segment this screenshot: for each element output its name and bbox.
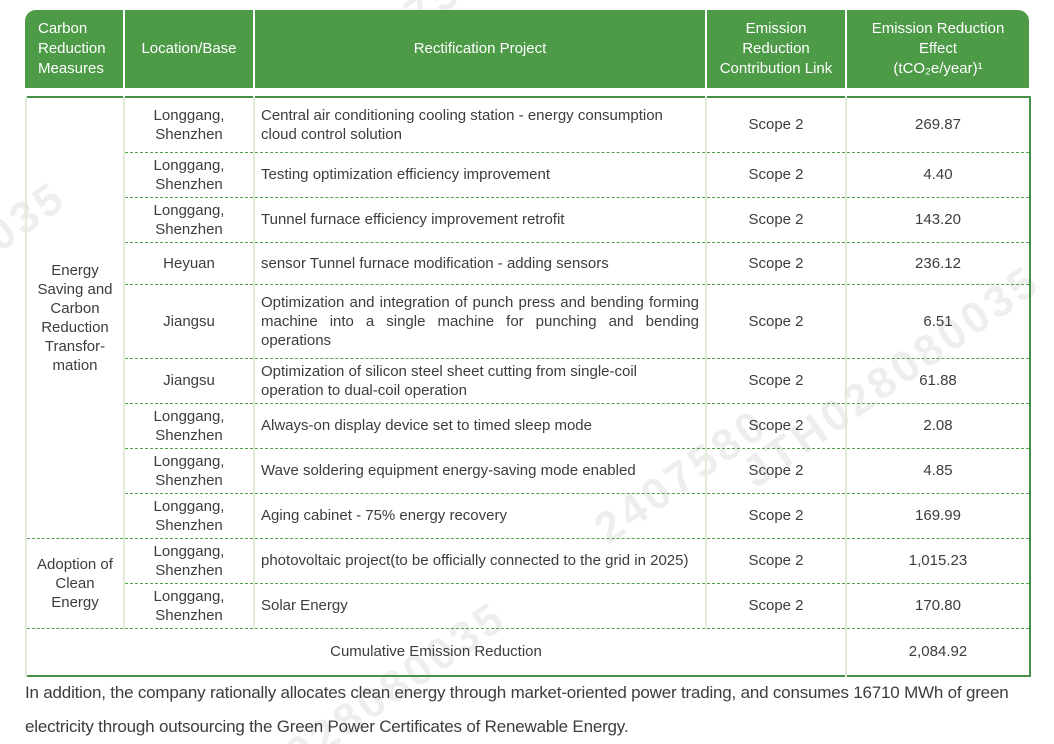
- emission-reduction-table: Energy Saving and Carbon Reduction Trans…: [25, 96, 1031, 677]
- scope-cell: Scope 2: [705, 196, 846, 242]
- project-cell: Testing optimization efficiency improvem…: [253, 151, 706, 197]
- location-cell: Longgang, Shenzhen: [123, 402, 254, 448]
- location-cell: Longgang, Shenzhen: [123, 151, 254, 197]
- header-line: Contribution Link: [719, 60, 833, 77]
- header-line: Carbon: [38, 20, 88, 37]
- value-cell: 2.08: [845, 402, 1030, 448]
- table-header-row: Carbon Reduction Measures Location/Base …: [25, 10, 1029, 88]
- scope-cell: Scope 2: [705, 241, 846, 284]
- column-header-project: Rectification Project: [253, 10, 705, 88]
- project-cell: Central air conditioning cooling station…: [253, 97, 706, 152]
- scope-cell: Scope 2: [705, 97, 846, 152]
- column-header-contribution: Emission Reduction Contribution Link: [705, 10, 845, 88]
- measure-cell: Energy Saving and Carbon Reduction Trans…: [25, 97, 124, 538]
- location-cell: Heyuan: [123, 241, 254, 284]
- scope-cell: Scope 2: [705, 537, 846, 583]
- table-row: Longgang, Shenzhen Always-on display dev…: [26, 402, 1030, 448]
- value-cell: 1,015.23: [845, 537, 1030, 583]
- measure-cell: Adoption of Clean Energy: [25, 537, 124, 628]
- scope-cell: Scope 2: [705, 492, 846, 538]
- value-cell: 269.87: [845, 97, 1030, 152]
- scope-cell: Scope 2: [705, 357, 846, 403]
- table-row: Jiangsu Optimization of silicon steel sh…: [26, 357, 1030, 403]
- table-row: Heyuan sensor Tunnel furnace modificatio…: [26, 241, 1030, 284]
- table-row: Longgang, Shenzhen Aging cabinet - 75% e…: [26, 492, 1030, 538]
- project-cell: Wave soldering equipment energy-saving m…: [253, 447, 706, 493]
- location-cell: Longgang, Shenzhen: [123, 97, 254, 152]
- scope-cell: Scope 2: [705, 582, 846, 628]
- table-row: Longgang, Shenzhen Wave soldering equipm…: [26, 447, 1030, 493]
- scope-cell: Scope 2: [705, 283, 846, 358]
- location-cell: Jiangsu: [123, 283, 254, 358]
- cumulative-label-cell: Cumulative Emission Reduction: [25, 627, 846, 676]
- value-cell: 143.20: [845, 196, 1030, 242]
- value-cell: 236.12: [845, 241, 1030, 284]
- column-header-measures: Carbon Reduction Measures: [25, 10, 123, 88]
- header-line: (tCO₂e/year)¹: [893, 60, 983, 77]
- header-line: Emission Reduction: [871, 20, 1005, 37]
- location-cell: Longgang, Shenzhen: [123, 447, 254, 493]
- project-cell: photovoltaic project(to be officially co…: [253, 537, 706, 583]
- project-cell: Optimization and integration of punch pr…: [253, 283, 706, 358]
- location-cell: Longgang, Shenzhen: [123, 492, 254, 538]
- column-header-effect: Emission Reduction Effect (tCO₂e/year)¹: [845, 10, 1029, 88]
- location-cell: Jiangsu: [123, 357, 254, 403]
- value-cell: 170.80: [845, 582, 1030, 628]
- value-cell: 61.88: [845, 357, 1030, 403]
- scope-cell: Scope 2: [705, 402, 846, 448]
- project-cell: Tunnel furnace efficiency improvement re…: [253, 196, 706, 242]
- cumulative-value-cell: 2,084.92: [845, 627, 1030, 676]
- table-row-cumulative: Cumulative Emission Reduction 2,084.92: [25, 627, 1030, 676]
- table-row: Jiangsu Optimization and integration of …: [26, 283, 1030, 358]
- column-header-location: Location/Base: [123, 10, 253, 88]
- table-row: Energy Saving and Carbon Reduction Trans…: [25, 97, 1030, 538]
- value-cell: 4.40: [845, 151, 1030, 197]
- footnote-text: In addition, the company rationally allo…: [25, 683, 1009, 736]
- header-line: Rectification Project: [413, 40, 547, 57]
- scope-cell: Scope 2: [705, 447, 846, 493]
- value-cell: 4.85: [845, 447, 1030, 493]
- value-cell: 6.51: [845, 283, 1030, 358]
- project-cell: Always-on display device set to timed sl…: [253, 402, 706, 448]
- header-line: Emission: [745, 20, 807, 37]
- value-cell: 169.99: [845, 492, 1030, 538]
- header-line: Reduction: [742, 40, 810, 57]
- project-cell: Solar Energy: [253, 582, 706, 628]
- header-line: Measures: [38, 60, 104, 77]
- header-line: Effect: [918, 40, 958, 57]
- table-row: Longgang, Shenzhen Testing optimization …: [26, 151, 1030, 197]
- header-line: Location/Base: [141, 40, 237, 57]
- table-row: Adoption of Clean Energy Longgang, Shenz…: [25, 537, 1030, 628]
- project-cell: Optimization of silicon steel sheet cutt…: [253, 357, 706, 403]
- location-cell: Longgang, Shenzhen: [123, 582, 254, 628]
- table-row: Longgang, Shenzhen Solar Energy Scope 2 …: [26, 582, 1030, 628]
- table-row: Longgang, Shenzhen Tunnel furnace effici…: [26, 196, 1030, 242]
- scope-cell: Scope 2: [705, 151, 846, 197]
- project-cell: sensor Tunnel furnace modification - add…: [253, 241, 706, 284]
- header-line: Reduction: [38, 40, 106, 57]
- location-cell: Longgang, Shenzhen: [123, 537, 254, 583]
- project-cell: Aging cabinet - 75% energy recovery: [253, 492, 706, 538]
- location-cell: Longgang, Shenzhen: [123, 196, 254, 242]
